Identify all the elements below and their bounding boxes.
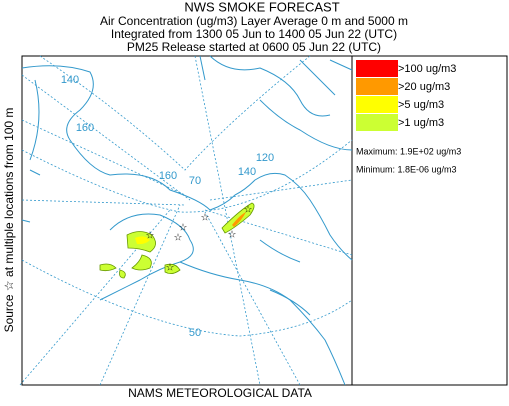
map-label: 50 bbox=[189, 327, 201, 339]
subtitle: Air Concentration (ug/m3) Layer Average … bbox=[100, 14, 408, 28]
legend-swatch bbox=[356, 78, 398, 95]
map-label: 140 bbox=[61, 74, 79, 86]
legend-label: >5 ug/m3 bbox=[398, 99, 444, 111]
legend-swatch bbox=[356, 60, 398, 77]
legend-label: >1 ug/m3 bbox=[398, 117, 444, 129]
subtitle: Integrated from 1300 05 Jun to 1400 05 J… bbox=[111, 27, 397, 41]
footer: NAMS METEOROLOGICAL DATA bbox=[128, 386, 312, 400]
map-label: 160 bbox=[76, 122, 94, 134]
source-label: Source ☆ at multiple locations from 100 … bbox=[2, 108, 16, 333]
svg-text:☆: ☆ bbox=[201, 213, 210, 224]
minimum: Minimum: 1.8E-06 ug/m3 bbox=[356, 164, 457, 174]
map-label: 140 bbox=[238, 166, 256, 178]
svg-text:☆: ☆ bbox=[166, 263, 175, 274]
legend-swatch bbox=[356, 114, 398, 131]
map-label: 120 bbox=[256, 152, 274, 164]
map: ☆☆☆ ☆☆☆ ☆ bbox=[19, 55, 353, 386]
svg-text:☆: ☆ bbox=[174, 233, 183, 244]
map-label: 160 bbox=[159, 170, 177, 182]
svg-text:☆: ☆ bbox=[179, 223, 188, 234]
map-label: 70 bbox=[189, 175, 201, 187]
map-frame bbox=[21, 55, 353, 386]
svg-text:☆: ☆ bbox=[244, 205, 253, 216]
svg-text:☆: ☆ bbox=[146, 231, 155, 242]
legend-frame bbox=[351, 55, 508, 386]
maximum: Maximum: 1.9E+02 ug/m3 bbox=[356, 146, 461, 156]
svg-text:☆: ☆ bbox=[228, 230, 237, 241]
legend-label: >100 ug/m3 bbox=[398, 63, 456, 75]
legend-label: >20 ug/m3 bbox=[398, 81, 450, 93]
legend-swatch bbox=[356, 96, 398, 113]
title: NWS SMOKE FORECAST bbox=[184, 0, 339, 14]
subtitle: PM25 Release started at 0600 05 Jun 22 (… bbox=[127, 40, 381, 54]
